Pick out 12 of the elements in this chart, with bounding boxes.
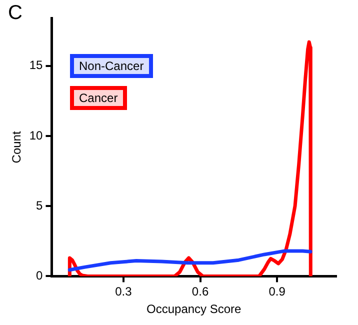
chart-title: C xyxy=(8,2,22,25)
y-tick-label: 0 xyxy=(36,268,44,283)
y-tick-label: 10 xyxy=(29,128,44,142)
text: Cancer xyxy=(70,86,127,110)
x-tick-label: 0.9 xyxy=(268,284,286,299)
x-axis-title: Occupancy Score xyxy=(146,302,242,316)
x-tick-label: 0.3 xyxy=(115,284,132,299)
y-tick-label: 15 xyxy=(29,58,44,72)
y-axis-title: Count xyxy=(10,130,24,164)
x-tick-label: 0.6 xyxy=(192,284,209,299)
y-tick-label: 5 xyxy=(36,198,44,212)
text: Non-Cancer xyxy=(70,54,153,78)
